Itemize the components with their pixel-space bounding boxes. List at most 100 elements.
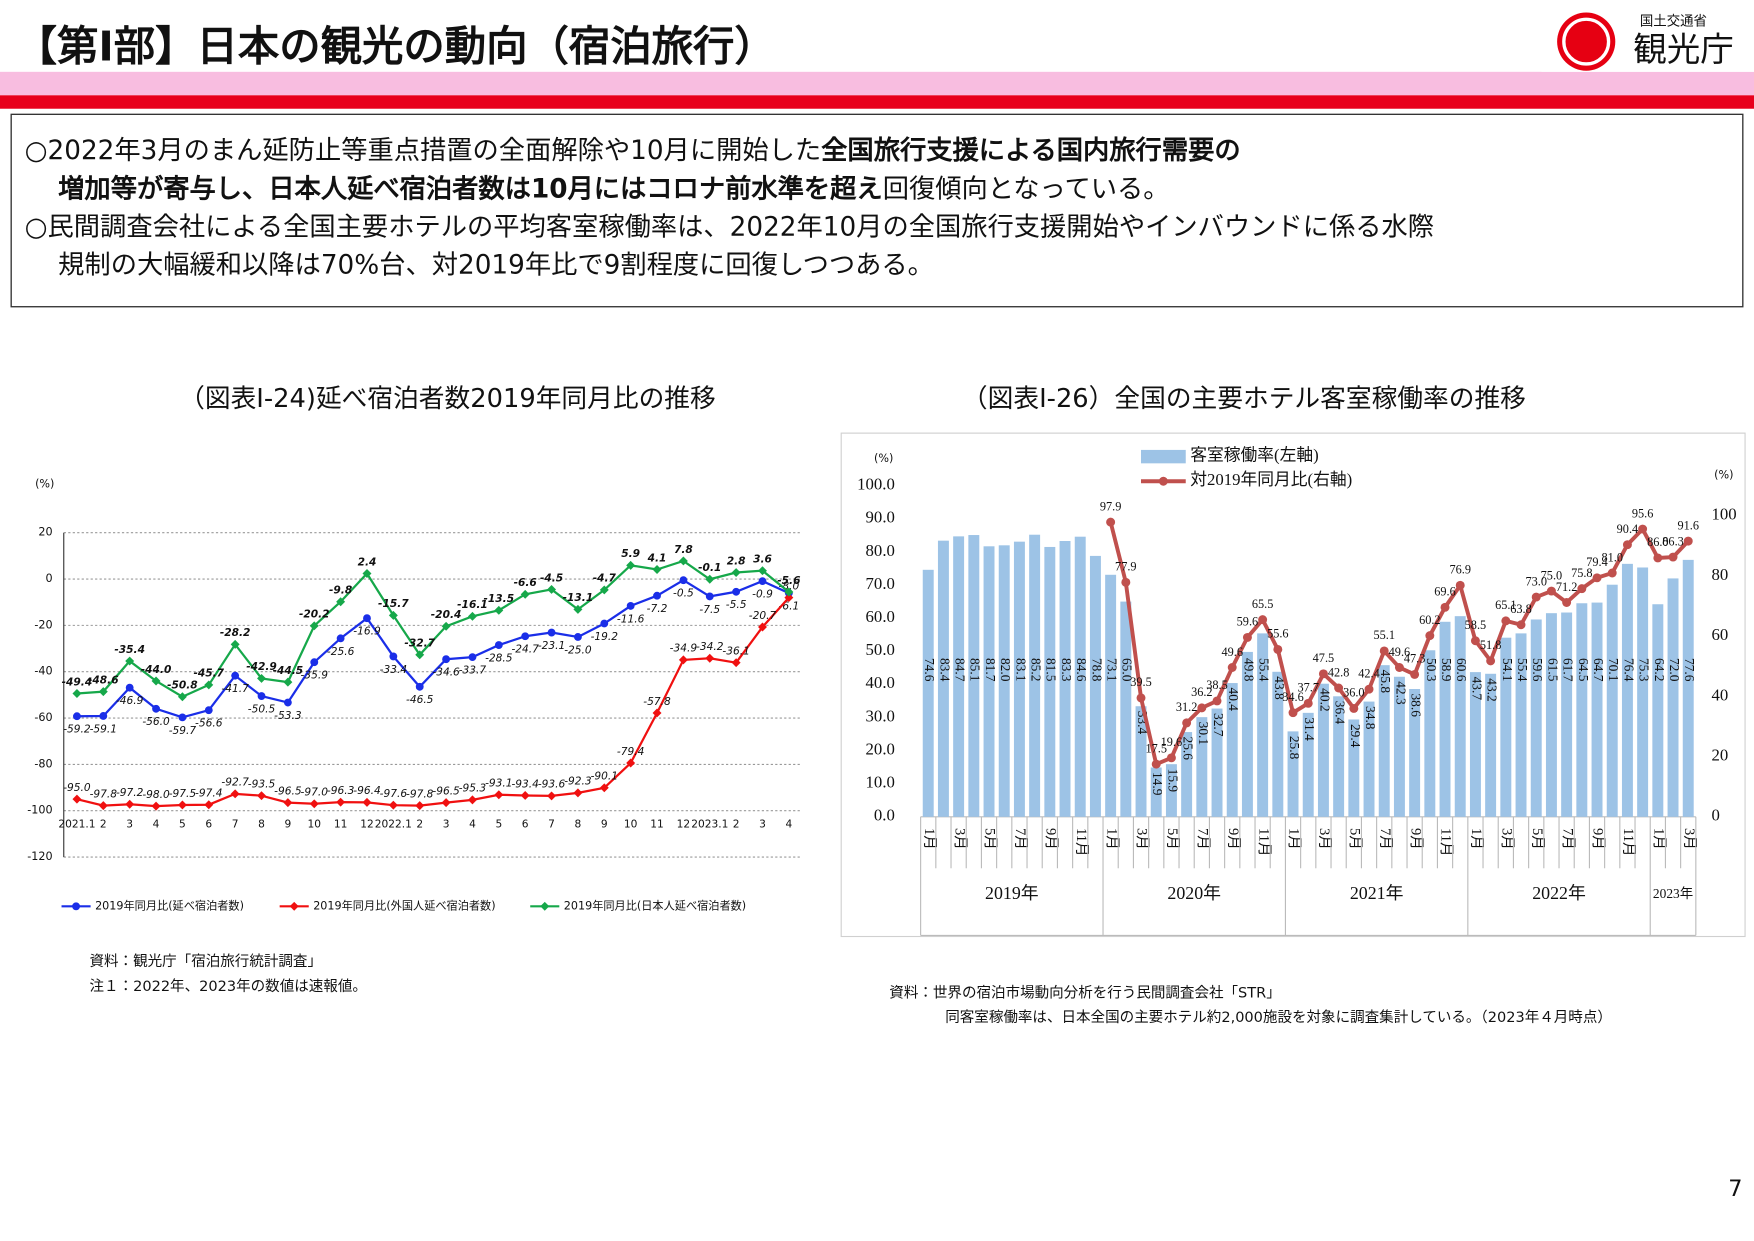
data-label: -96.3: [327, 784, 355, 797]
data-point: [336, 634, 345, 643]
data-label: -0.5: [673, 587, 694, 600]
data-label: 7.8: [674, 543, 693, 556]
series-line: [76, 578, 790, 719]
chart-title: （図表Ⅰ-24)延べ宿泊者数2019年同月比の推移: [179, 384, 716, 414]
x-tick-label: 7月: [1012, 828, 1028, 850]
data-label: -5.6: [777, 574, 800, 587]
bar-label: 55.4: [1257, 658, 1272, 682]
data-point: [363, 614, 371, 623]
bar-label: 50.3: [1424, 658, 1439, 682]
data-point: [1546, 586, 1556, 596]
x-tick-label: 5月: [1164, 828, 1180, 850]
data-label: 58.5: [1465, 618, 1487, 632]
data-label: -93.6: [538, 778, 566, 791]
data-point: [1668, 552, 1678, 562]
data-point: [1364, 684, 1374, 694]
x-group-label: 2020年: [1167, 883, 1221, 903]
bar: [1500, 637, 1512, 817]
bar-label: 59.6: [1530, 658, 1545, 682]
data-label: -95.3: [459, 782, 487, 795]
data-point: [1470, 636, 1480, 646]
data-point: [652, 565, 662, 575]
data-label: 2.4: [358, 555, 377, 568]
data-label: 95.6: [1632, 506, 1654, 520]
bar-label: 81.7: [983, 658, 998, 682]
data-label: -93.5: [248, 777, 276, 790]
data-point: [599, 783, 609, 793]
bar: [983, 546, 995, 817]
x-tick-label: 6: [522, 818, 529, 831]
bar: [1257, 633, 1269, 817]
bar: [1530, 619, 1542, 817]
data-point: [1288, 708, 1298, 718]
y-tick-label: -100: [27, 804, 52, 817]
data-label: 86.0: [1647, 535, 1669, 549]
bar: [1409, 689, 1421, 817]
data-label: 55.6: [1267, 627, 1289, 641]
legend-label: 2019年同月比(日本人延べ宿泊者数): [564, 898, 746, 912]
data-point: [125, 799, 135, 809]
data-label: -34.2: [696, 640, 724, 653]
bar-label: 43.7: [1469, 677, 1484, 701]
data-point: [230, 789, 240, 799]
x-tick-label: 1月: [1286, 828, 1302, 850]
data-label: 91.6: [1677, 518, 1699, 532]
data-label: 60.2: [1419, 613, 1441, 627]
data-label: 42.8: [1328, 665, 1350, 679]
bar-label: 43.2: [1485, 678, 1500, 701]
bar: [937, 540, 949, 817]
bar: [1181, 732, 1193, 817]
x-tick-label: 3: [126, 818, 133, 831]
data-point: [652, 708, 662, 718]
data-label: 42.4: [1358, 666, 1380, 680]
data-point: [1622, 540, 1632, 550]
x-tick-label: 6: [205, 818, 212, 831]
data-label: -44.0: [141, 663, 172, 676]
data-point: [705, 574, 715, 584]
y2-tick-label: 60: [1711, 625, 1728, 644]
data-label: -96.4: [353, 784, 380, 797]
y-tick-label: -40: [34, 665, 52, 678]
data-label: -56.0: [142, 715, 170, 728]
logo-ring: [1562, 17, 1611, 66]
bar-label: 15.9: [1165, 769, 1180, 793]
x-tick-label: 9: [285, 818, 292, 831]
data-point: [1227, 663, 1237, 672]
bar-label: 72.0: [1667, 658, 1682, 682]
data-label: 31.2: [1176, 700, 1198, 714]
x-tick-label: 1月: [1650, 828, 1666, 850]
data-point: [626, 758, 636, 768]
x-tick-label: 4: [785, 818, 792, 831]
data-label: -97.5: [169, 787, 197, 800]
data-label: -20.2: [299, 608, 330, 621]
bar: [1393, 676, 1405, 817]
bar-label: 40.4: [1226, 688, 1241, 712]
data-point: [178, 713, 187, 722]
data-label: 86.3: [1662, 534, 1684, 548]
data-point: [1440, 602, 1450, 612]
bar-label: 14.9: [1150, 772, 1165, 796]
bar: [1135, 706, 1147, 817]
x-tick-label: 7月: [1377, 828, 1393, 850]
summary-line: 規制の大幅緩和以降は70%台、対2019年比で9割程度に回復しつつある。: [58, 250, 934, 280]
legend-label: 客室稼働率(左軸): [1190, 445, 1319, 464]
data-label: 65.5: [1252, 597, 1274, 611]
data-point: [152, 704, 160, 713]
legend-label: 2019年同月比(外国人延べ宿泊者数): [313, 898, 495, 912]
x-tick-label: 2: [416, 818, 423, 831]
y-axis-unit: (%): [874, 452, 893, 465]
y2-axis-unit: (%): [1714, 469, 1733, 482]
summary-segment: ○民間調査会社による全国主要ホテルの平均客室稼働率は、2022年10月の全国旅行…: [25, 212, 1434, 242]
data-point: [415, 801, 425, 811]
data-point: [732, 587, 741, 596]
data-label: -36.1: [722, 644, 749, 657]
data-point: [336, 797, 346, 807]
data-point: [679, 576, 688, 585]
data-label: -42.9: [246, 660, 277, 673]
data-point: [521, 632, 530, 641]
x-tick-label: 4: [469, 818, 476, 831]
legend-label: 2019年同月比(延べ宿泊者数): [95, 898, 244, 912]
data-label: 71.2: [1556, 580, 1578, 594]
bar-label: 84.6: [1074, 658, 1089, 682]
x-tick-label: 11: [650, 818, 664, 831]
